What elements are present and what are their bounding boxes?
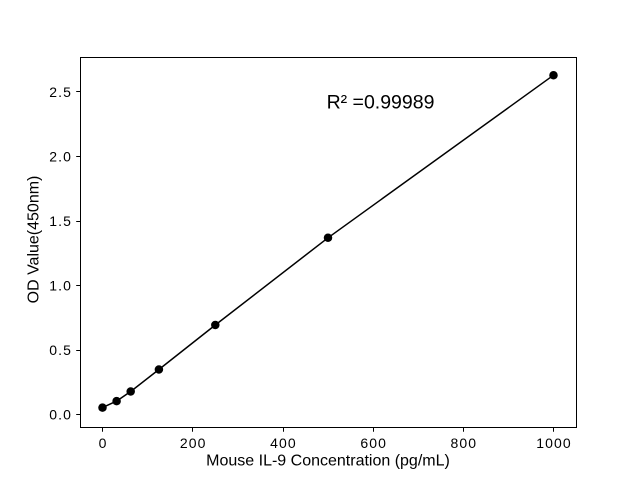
svg-text:200: 200: [180, 435, 207, 451]
svg-text:1.0: 1.0: [49, 278, 72, 294]
svg-text:0.0: 0.0: [49, 407, 72, 423]
svg-text:Mouse IL-9 Concentration (pg/m: Mouse IL-9 Concentration (pg/mL): [206, 453, 450, 470]
svg-text:1000: 1000: [536, 435, 572, 451]
svg-text:2.5: 2.5: [49, 84, 72, 100]
svg-text:0: 0: [99, 435, 108, 451]
svg-text:1.5: 1.5: [49, 213, 72, 229]
svg-text:OD Value(450nm): OD Value(450nm): [26, 176, 43, 304]
svg-text:400: 400: [270, 435, 297, 451]
svg-text:800: 800: [451, 435, 478, 451]
svg-text:R² =0.99989: R² =0.99989: [327, 92, 435, 114]
svg-text:2.0: 2.0: [49, 149, 72, 165]
svg-text:600: 600: [360, 435, 387, 451]
svg-text:0.5: 0.5: [49, 342, 72, 358]
